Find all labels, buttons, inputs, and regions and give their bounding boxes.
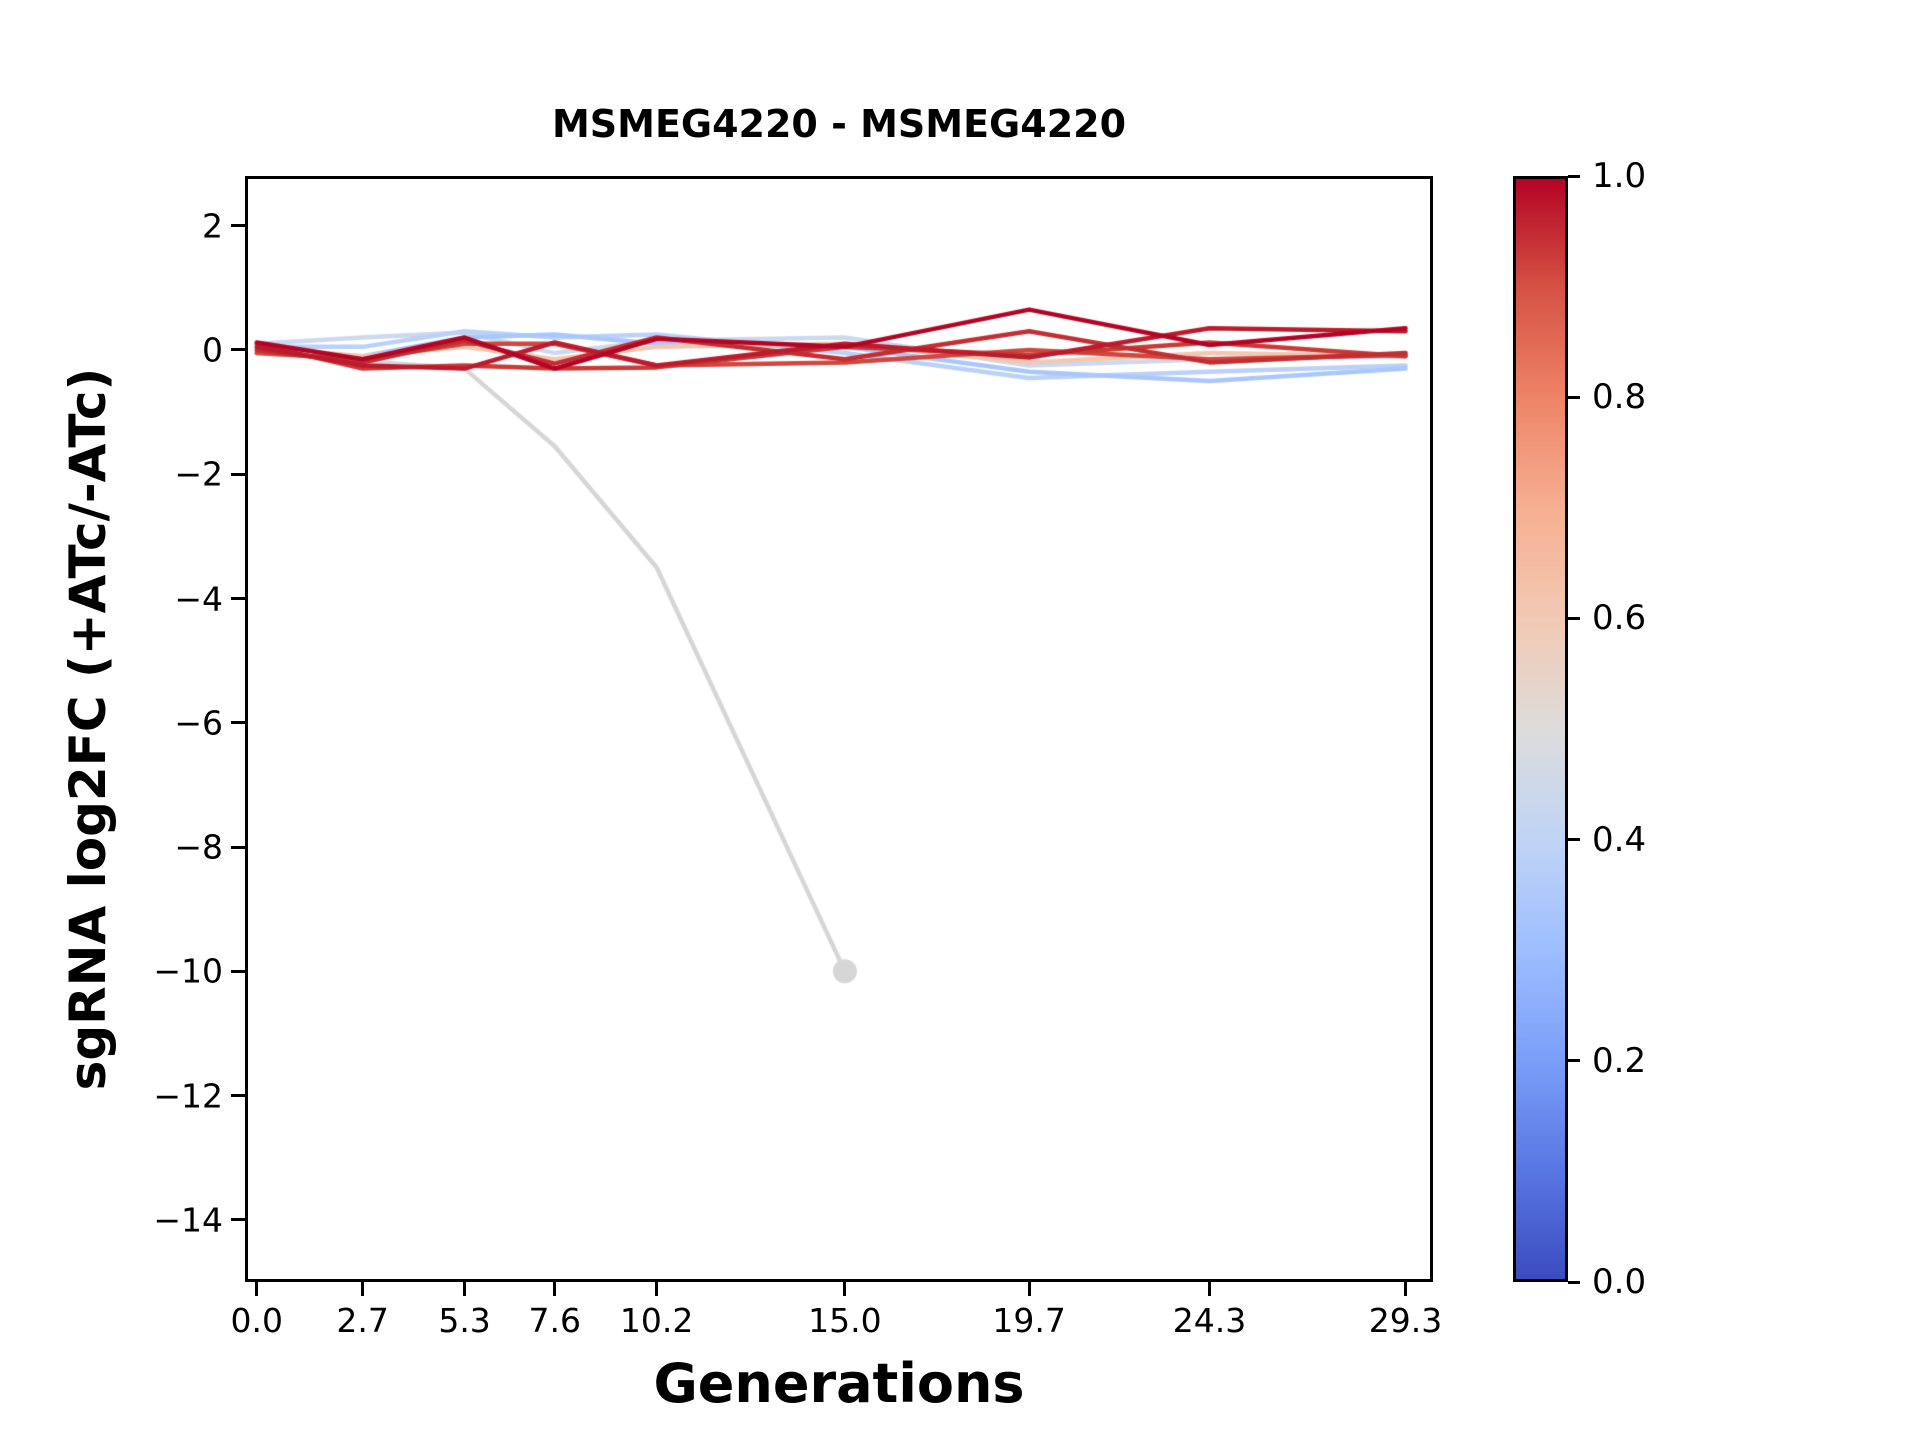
x-tick-mark	[553, 1282, 557, 1296]
y-tick-mark	[231, 348, 245, 352]
x-axis-label: Generations	[653, 1352, 1025, 1415]
x-tick-label: 5.3	[438, 1301, 491, 1340]
y-tick-mark	[231, 1094, 245, 1098]
x-tick-mark	[463, 1282, 467, 1296]
y-tick-mark	[231, 597, 245, 601]
x-tick-mark	[255, 1282, 259, 1296]
y-tick-mark	[231, 969, 245, 973]
chart-canvas	[245, 176, 1433, 1282]
colorbar-tick-mark	[1568, 616, 1580, 620]
x-tick-label: 29.3	[1368, 1301, 1443, 1340]
colorbar-tick-label: 0.0	[1592, 1262, 1647, 1302]
x-tick-mark	[1027, 1282, 1031, 1296]
y-tick-label: −4	[174, 579, 223, 619]
y-tick-mark	[231, 1218, 245, 1222]
x-tick-mark	[1404, 1282, 1408, 1296]
colorbar-tick-mark	[1568, 1280, 1580, 1284]
colorbar-tick-label: 0.4	[1592, 819, 1647, 860]
y-tick-label: −12	[153, 1076, 223, 1116]
x-tick-label: 24.3	[1172, 1301, 1247, 1340]
y-tick-mark	[231, 472, 245, 476]
colorbar-tick-label: 0.2	[1592, 1040, 1647, 1081]
colorbar-tick-mark	[1568, 174, 1580, 178]
y-tick-label: 0	[202, 330, 223, 370]
chart-title: MSMEG4220 - MSMEG4220	[551, 102, 1127, 146]
colorbar-tick-mark	[1568, 395, 1580, 399]
y-tick-mark	[231, 721, 245, 725]
x-tick-mark	[1208, 1282, 1211, 1296]
y-tick-label: 2	[202, 206, 223, 246]
colorbar-tick-mark	[1568, 838, 1580, 842]
y-tick-label: −14	[153, 1200, 223, 1240]
x-tick-label: 15.0	[808, 1301, 882, 1340]
x-tick-label: 0.0	[230, 1301, 283, 1340]
y-tick-mark	[231, 845, 245, 849]
x-tick-label: 7.6	[528, 1301, 581, 1340]
y-tick-label: −2	[174, 454, 223, 494]
colorbar-tick-label: 1.0	[1592, 156, 1647, 196]
x-tick-mark	[655, 1282, 659, 1296]
x-tick-label: 19.7	[992, 1301, 1066, 1340]
y-tick-label: −6	[174, 703, 223, 743]
colorbar-tick-mark	[1568, 1059, 1580, 1063]
x-tick-label: 10.2	[619, 1301, 694, 1340]
colorbar-tick-label: 0.8	[1592, 377, 1647, 418]
x-tick-mark	[361, 1282, 365, 1296]
y-tick-mark	[231, 224, 245, 228]
y-axis-label: sgRNA log2FC (+ATc/-ATc)	[59, 367, 117, 1091]
y-tick-label: −8	[174, 827, 223, 867]
x-tick-label: 2.7	[336, 1301, 389, 1340]
colorbar-tick-label: 0.6	[1592, 598, 1647, 639]
y-tick-label: −10	[153, 951, 223, 991]
x-tick-mark	[843, 1282, 847, 1296]
colorbar-gradient	[1513, 176, 1568, 1282]
